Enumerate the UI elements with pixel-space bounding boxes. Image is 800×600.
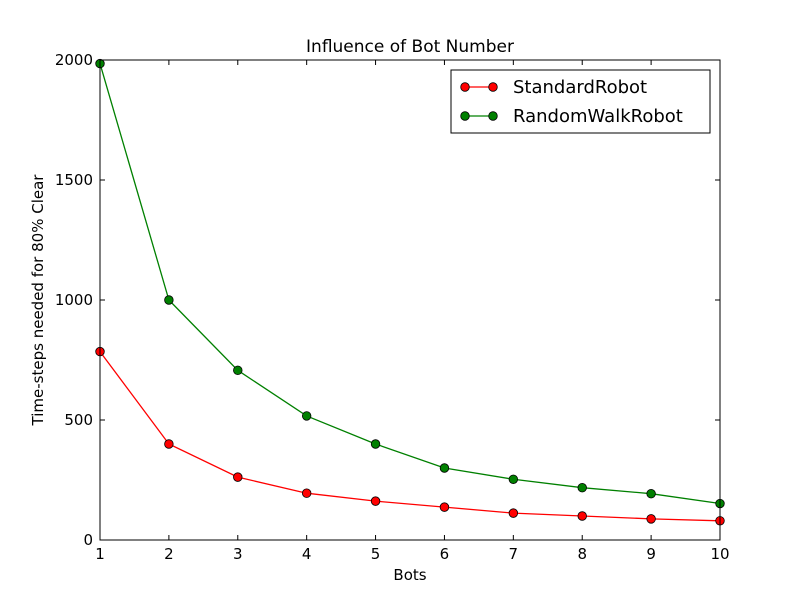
x-tick-label: 4 bbox=[302, 545, 312, 563]
plot-frame bbox=[99, 59, 721, 541]
x-tick-label: 5 bbox=[371, 545, 381, 563]
data-point-randomwalkrobot bbox=[646, 488, 656, 499]
data-point-standardrobot bbox=[439, 502, 450, 512]
series-line-standardrobot bbox=[99, 351, 721, 522]
x-tick-label: 6 bbox=[440, 545, 450, 563]
y-tick-label: 0 bbox=[83, 531, 93, 549]
x-tick-label: 3 bbox=[233, 545, 243, 563]
legend-marker-randomwalkrobot bbox=[460, 111, 470, 121]
series-line-randomwalkrobot bbox=[99, 63, 721, 505]
data-point-standardrobot bbox=[233, 472, 243, 482]
x-tick-label: 8 bbox=[577, 545, 587, 563]
data-point-randomwalkrobot bbox=[439, 463, 450, 473]
legend-box bbox=[450, 69, 711, 134]
x-axis-label: Bots bbox=[393, 566, 426, 584]
data-point-standardrobot bbox=[370, 496, 381, 506]
data-point-standardrobot bbox=[301, 488, 312, 498]
data-point-standardrobot bbox=[646, 514, 656, 524]
legend: StandardRobot RandomWalkRobot bbox=[450, 69, 711, 134]
data-point-standardrobot bbox=[508, 508, 519, 518]
y-tick-label: 1000 bbox=[55, 291, 93, 309]
data-point-randomwalkrobot bbox=[301, 411, 312, 421]
legend-marker-randomwalkrobot bbox=[488, 111, 498, 121]
y-axis-label: Time-steps needed for 80% Clear bbox=[29, 174, 47, 427]
data-point-randomwalkrobot bbox=[577, 482, 587, 493]
x-tick-label: 2 bbox=[164, 545, 174, 563]
data-point-randomwalkrobot bbox=[233, 365, 243, 376]
legend-marker-standardrobot bbox=[488, 82, 498, 92]
data-point-randomwalkrobot bbox=[164, 295, 174, 305]
legend-label-standardrobot: StandardRobot bbox=[513, 77, 647, 98]
x-tick-label: 9 bbox=[646, 545, 656, 563]
legend-marker-standardrobot bbox=[460, 82, 470, 92]
data-point-standardrobot bbox=[577, 511, 587, 521]
legend-label-randomwalkrobot: RandomWalkRobot bbox=[513, 106, 683, 127]
x-tick-label: 1 bbox=[95, 545, 105, 563]
y-tick-label: 500 bbox=[64, 411, 93, 429]
chart-title: Influence of Bot Number bbox=[306, 37, 514, 57]
y-tick-label: 1500 bbox=[55, 171, 93, 189]
data-point-standardrobot bbox=[164, 439, 174, 449]
y-tick-label: 2000 bbox=[55, 51, 93, 69]
x-tick-label: 7 bbox=[509, 545, 519, 563]
data-point-randomwalkrobot bbox=[370, 439, 381, 449]
x-tick-label: 10 bbox=[710, 545, 729, 563]
data-point-randomwalkrobot bbox=[508, 474, 519, 484]
